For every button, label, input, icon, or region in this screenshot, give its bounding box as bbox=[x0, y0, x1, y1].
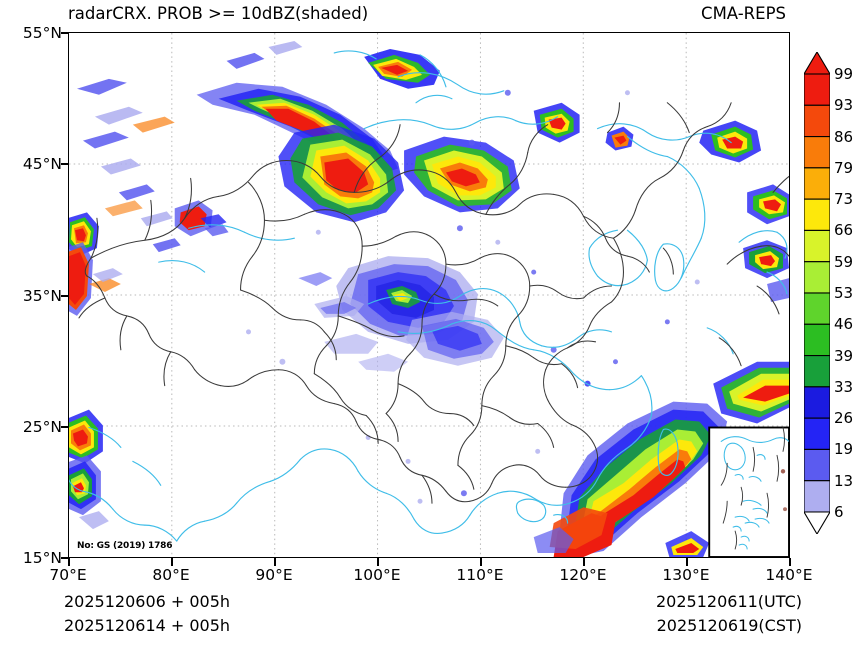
colorbar-tick-label: 86 bbox=[834, 127, 854, 146]
y-tick-mark bbox=[61, 426, 69, 428]
y-tick-label-35n: 35°N bbox=[22, 287, 62, 305]
footer-valid-utc: 2025120611(UTC) bbox=[656, 592, 802, 611]
y-tick-mark bbox=[61, 163, 69, 165]
colorbar-tick-label: 26 bbox=[834, 409, 854, 428]
model-label: CMA-REPS bbox=[701, 4, 786, 23]
colorbar-tick-label: 6 bbox=[834, 503, 844, 521]
colorbar-tick-label: 19 bbox=[834, 440, 854, 459]
colorbar-band bbox=[803, 261, 831, 294]
colorbar-band bbox=[803, 417, 831, 450]
colorbar-tick-label: 53 bbox=[834, 284, 854, 302]
colorbar-tick-label: 59 bbox=[834, 252, 854, 271]
colorbar-band bbox=[803, 480, 831, 513]
colorbar-band bbox=[803, 136, 831, 169]
x-tick-label-90e: 90°E bbox=[255, 566, 293, 584]
x-tick-label-110e: 110°E bbox=[456, 566, 504, 584]
probability-colorbar[interactable] bbox=[803, 50, 831, 536]
colorbar-tick-label: 39 bbox=[834, 346, 854, 365]
x-tick-label-140e: 140°E bbox=[765, 566, 813, 584]
x-tick-label-130e: 130°E bbox=[662, 566, 710, 584]
page-title: radarCRX. PROB >= 10dBZ(shaded) bbox=[68, 4, 369, 23]
colorbar-tick-label: 73 bbox=[834, 190, 854, 209]
footer-valid-cst: 2025120619(CST) bbox=[656, 616, 802, 635]
colorbar-tick-label: 46 bbox=[834, 315, 854, 334]
colorbar-band bbox=[803, 167, 831, 200]
x-tick-mark bbox=[789, 558, 791, 566]
colorbar-band bbox=[803, 355, 831, 388]
y-tick-mark bbox=[61, 32, 69, 34]
echo-northwest-streaks bbox=[76, 40, 303, 253]
colorbar-band bbox=[803, 104, 831, 138]
colorbar-over-arrow bbox=[803, 50, 831, 75]
colorbar-band bbox=[803, 323, 831, 357]
echo-mongolia-band bbox=[196, 48, 520, 223]
rivers-and-coastline bbox=[69, 50, 788, 542]
x-tick-label-120e: 120°E bbox=[559, 566, 607, 584]
x-tick-mark bbox=[68, 558, 70, 566]
colorbar-tick-label: 66 bbox=[834, 221, 854, 240]
colorbar-band bbox=[803, 386, 831, 419]
map-canvas bbox=[69, 33, 789, 557]
x-tick-mark bbox=[274, 558, 276, 566]
x-tick-label-100e: 100°E bbox=[353, 566, 401, 584]
footer-init-cst: 2025120614 + 005h bbox=[64, 616, 231, 635]
x-tick-mark bbox=[480, 558, 482, 566]
x-tick-mark bbox=[377, 558, 379, 566]
colorbar-band bbox=[803, 229, 831, 263]
x-tick-label-70e: 70°E bbox=[49, 566, 87, 584]
colorbar-band bbox=[803, 198, 831, 231]
colorbar-tick-label: 93 bbox=[834, 96, 854, 115]
colorbar-tick-label: 99 bbox=[834, 65, 854, 83]
y-tick-label-45n: 45°N bbox=[22, 155, 62, 173]
y-tick-label-25n: 25°N bbox=[22, 418, 62, 436]
administrative-boundaries bbox=[78, 102, 789, 504]
echo-south-china-sea-band bbox=[533, 361, 789, 557]
colorbar-tick-label: 79 bbox=[834, 158, 854, 177]
x-tick-mark bbox=[171, 558, 173, 566]
colorbar-segments bbox=[803, 73, 831, 513]
echo-northeast-china bbox=[533, 102, 789, 302]
echo-tibet-plateau bbox=[298, 256, 504, 372]
map-approval-note: No: GS (2019) 1786 bbox=[76, 541, 174, 551]
colorbar-under-arrow bbox=[803, 511, 831, 536]
y-tick-label-55n: 55°N bbox=[22, 24, 62, 42]
y-tick-label-15n: 15°N bbox=[22, 549, 62, 567]
y-tick-mark bbox=[61, 295, 69, 297]
x-tick-mark bbox=[686, 558, 688, 566]
colorbar-band bbox=[803, 73, 831, 106]
x-tick-mark bbox=[583, 558, 585, 566]
echo-southwest-corner bbox=[69, 409, 109, 530]
radar-probability-shading bbox=[69, 40, 789, 557]
colorbar-tick-label: 33 bbox=[834, 377, 854, 396]
map-plot-area[interactable]: No: GS (2019) 1786 bbox=[68, 32, 790, 558]
echo-scattered-small bbox=[246, 89, 700, 504]
footer-init-utc: 2025120606 + 005h bbox=[64, 592, 231, 611]
south-china-sea-inset bbox=[708, 426, 789, 557]
echo-west-border bbox=[69, 200, 229, 316]
colorbar-tick-label: 13 bbox=[834, 471, 854, 490]
colorbar-band bbox=[803, 292, 831, 325]
colorbar-band bbox=[803, 448, 831, 482]
colorbar-svg bbox=[803, 50, 831, 536]
y-tick-mark bbox=[61, 557, 69, 559]
x-tick-label-80e: 80°E bbox=[152, 566, 190, 584]
